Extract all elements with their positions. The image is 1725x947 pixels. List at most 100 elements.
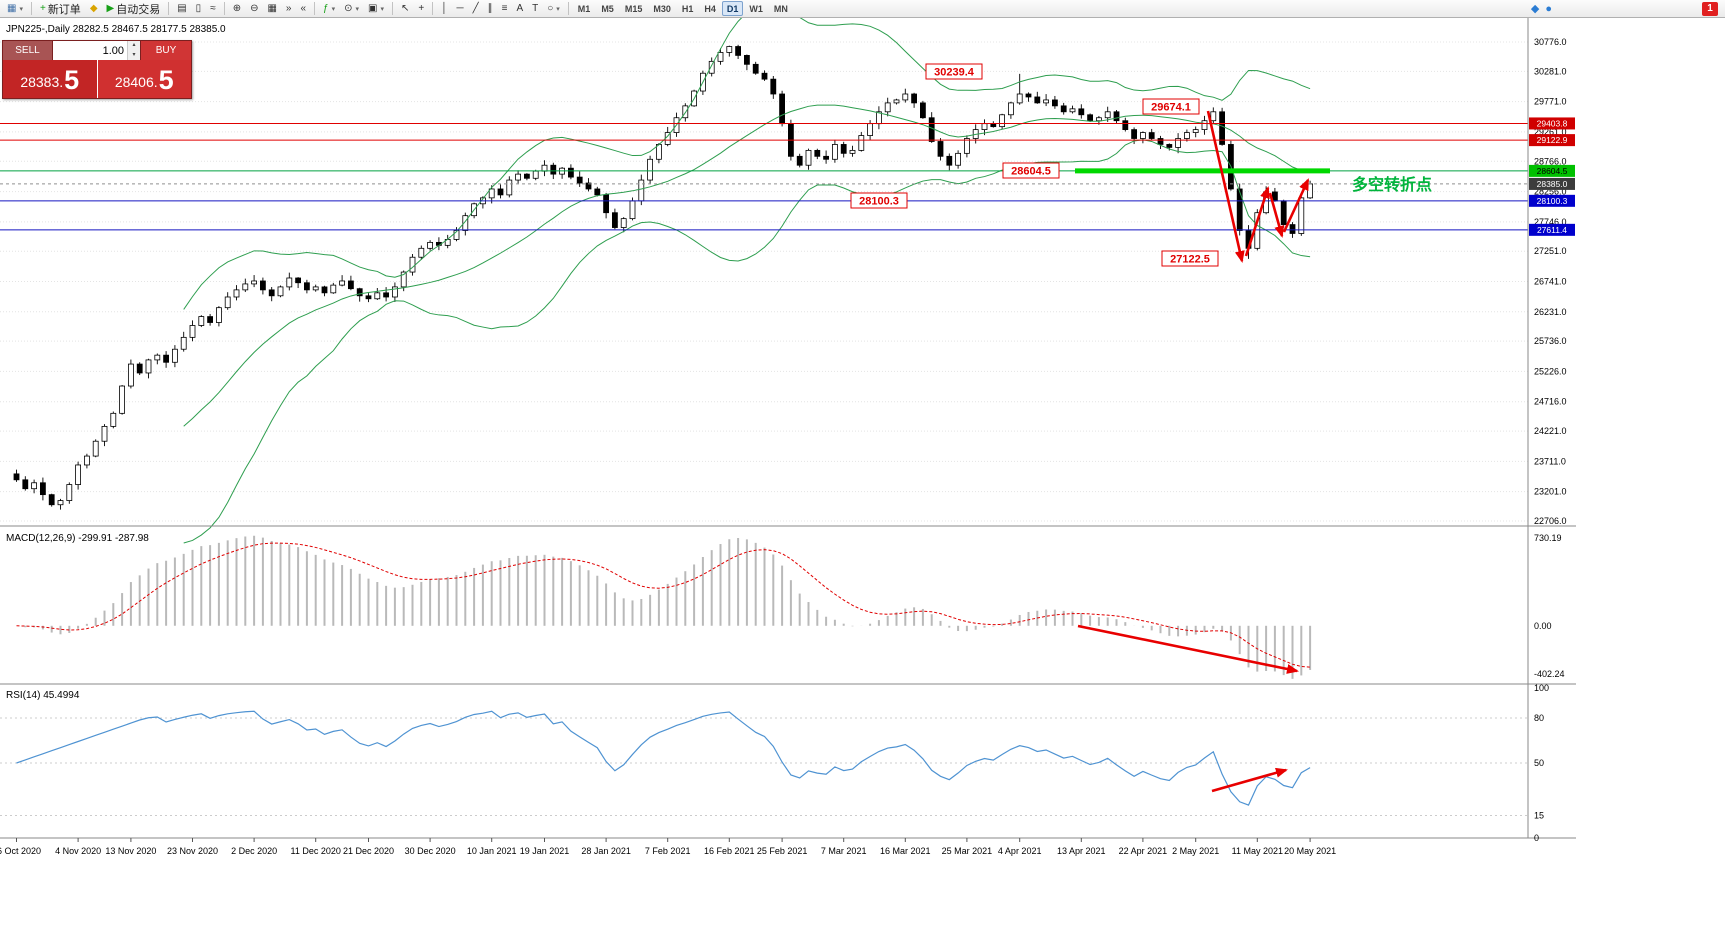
crosshair-icon: + — [418, 2, 425, 14]
timeframe-m1-button[interactable]: M1 — [577, 4, 591, 14]
svg-text:28100.3: 28100.3 — [1537, 196, 1568, 206]
annotation-box-28604.5[interactable] — [1002, 162, 1060, 179]
bar-chart-icon: ▤ — [177, 2, 187, 14]
crosshair-button[interactable]: + — [414, 1, 428, 17]
annotation-box-28100.3[interactable] — [850, 192, 908, 209]
trend-note-text[interactable]: 多空转折点 — [1352, 175, 1432, 194]
svg-text:4 Nov 2020: 4 Nov 2020 — [55, 846, 101, 856]
shapes-button[interactable]: ○ ▾ — [543, 1, 564, 17]
bar-chart-mode-button[interactable]: ▤ — [173, 1, 190, 17]
notification-badge[interactable]: 1 — [1702, 1, 1718, 16]
rsi-label: RSI(14) 45.4994 — [6, 690, 80, 701]
templates-icon: ▣ — [368, 2, 378, 14]
community-icon[interactable]: ● — [1545, 2, 1552, 15]
volume-down-icon[interactable]: ▾ — [128, 50, 140, 60]
vertical-line-button[interactable]: │ — [437, 1, 451, 17]
trendline-button[interactable]: ╱ — [469, 1, 483, 17]
svg-text:26231.0: 26231.0 — [1534, 307, 1567, 317]
tile-windows-button[interactable]: ▦ — [263, 1, 280, 17]
horizontal-lines[interactable] — [0, 122, 1528, 231]
timeframe-mn-button[interactable]: MN — [773, 4, 788, 14]
svg-text:30281.0: 30281.0 — [1534, 66, 1567, 76]
sell-button[interactable]: SELL — [3, 41, 53, 60]
macd-histogram — [24, 535, 1312, 679]
svg-text:22 Apr 2021: 22 Apr 2021 — [1119, 846, 1168, 856]
chevron-down-icon: ▾ — [19, 5, 23, 13]
channel-button[interactable]: ∥ — [484, 1, 497, 17]
price-tag-28385.0 — [1529, 177, 1575, 190]
annotation-box-29674.1[interactable] — [1142, 98, 1200, 115]
timeframe-m5-button[interactable]: M5 — [601, 4, 614, 14]
new-order-button[interactable]: + 新订单 — [36, 1, 85, 17]
price-tag-28100.3 — [1529, 194, 1575, 207]
annotation-box-30239.4[interactable] — [925, 63, 983, 80]
horizontal-line-button[interactable]: ─ — [452, 1, 467, 17]
templates-button[interactable]: ▣ ▾ — [364, 1, 388, 17]
auto-scroll-button[interactable]: » — [282, 1, 296, 17]
annotation-box-27122.5[interactable] — [1161, 250, 1219, 267]
text-label-button[interactable]: T — [528, 1, 542, 17]
trend-arrow-2[interactable] — [1244, 186, 1270, 257]
svg-text:28604.5: 28604.5 — [1537, 166, 1568, 176]
autotrading-button-label: 自动交易 — [116, 3, 161, 16]
timeframe-w1-button[interactable]: W1 — [749, 4, 763, 14]
volume-input[interactable] — [53, 41, 127, 60]
timeframe-m15-button[interactable]: M15 — [624, 4, 643, 14]
mql5-icon[interactable]: ◆ — [1530, 3, 1540, 15]
buy-price[interactable]: 28406. 5 — [97, 60, 191, 98]
tile-windows-icon: ▦ — [267, 2, 277, 14]
text-label-icon: T — [532, 2, 539, 14]
macd-trend-arrow[interactable] — [1077, 624, 1299, 674]
svg-text:730.19: 730.19 — [1534, 533, 1562, 543]
svg-text:28604.5: 28604.5 — [1011, 166, 1051, 178]
text-button[interactable]: A — [512, 1, 527, 17]
sell-price[interactable]: 28383. 5 — [3, 60, 98, 98]
svg-text:29403.8: 29403.8 — [1537, 118, 1568, 128]
chart-annotations: 30239.4 29674.1 28604.5 28100.3 27122.5 多空转折点 — [850, 63, 1432, 793]
timeframe-h1-button[interactable]: H1 — [681, 4, 694, 14]
alert-icon: ◆ — [89, 2, 98, 14]
volume-stepper: ▴ ▾ — [53, 41, 141, 60]
trend-arrow-3[interactable] — [1268, 192, 1285, 238]
svg-text:11 Dec 2020: 11 Dec 2020 — [291, 846, 341, 856]
indicators-button[interactable]: ƒ ▾ — [319, 1, 339, 17]
trend-arrow-1[interactable] — [1206, 110, 1245, 263]
svg-text:100: 100 — [1534, 683, 1549, 693]
chart-shift-button[interactable]: « — [296, 1, 310, 17]
autotrading-button[interactable]: ▶ 自动交易 — [103, 1, 165, 17]
buy-button[interactable]: BUY — [141, 41, 191, 60]
svg-text:11 May 2021: 11 May 2021 — [1232, 846, 1283, 856]
svg-text:30776.0: 30776.0 — [1534, 37, 1567, 47]
cursor-button[interactable]: ↖ — [397, 1, 413, 17]
timeframe-m30-button[interactable]: M30 — [653, 4, 671, 14]
trendline-icon: ╱ — [472, 2, 479, 14]
svg-text:0.00: 0.00 — [1534, 621, 1552, 631]
timeframe-h4-button[interactable]: H4 — [704, 4, 716, 14]
buy-price-pips: 5 — [158, 65, 174, 95]
zoom-in-button[interactable]: ⊕ — [229, 1, 245, 17]
periods-button[interactable]: ⊙ ▾ — [340, 1, 363, 17]
toolbar-separator — [392, 2, 393, 15]
svg-text:29122.9: 29122.9 — [1537, 135, 1568, 145]
svg-text:13 Apr 2021: 13 Apr 2021 — [1057, 846, 1106, 856]
alerts-button[interactable]: ◆ — [86, 1, 102, 17]
svg-text:29674.1: 29674.1 — [1151, 102, 1191, 114]
trend-arrow-4[interactable] — [1282, 178, 1310, 233]
date-axis: 26 Oct 2020 4 Nov 2020 13 Nov 2020 23 Nov 2… — [0, 838, 1336, 856]
chevron-down-icon: ▾ — [556, 5, 560, 13]
svg-text:30 Dec 2020: 30 Dec 2020 — [405, 846, 456, 856]
timeframe-d1-button[interactable]: D1 — [721, 1, 744, 16]
rsi-line — [16, 710, 1311, 806]
zoom-out-button[interactable]: ⊖ — [246, 1, 262, 17]
candle-chart-mode-button[interactable]: ▯ — [192, 1, 206, 17]
svg-text:7 Feb 2021: 7 Feb 2021 — [645, 846, 691, 856]
price-chart-canvas[interactable]: 30776.0 30281.0 29771.0 29261.0 28766.0 28256… — [0, 18, 1725, 947]
svg-text:19 Jan 2021: 19 Jan 2021 — [520, 846, 570, 856]
candles — [13, 44, 1313, 510]
fibonacci-button[interactable]: ≡ — [498, 1, 512, 17]
line-chart-mode-button[interactable]: ≈ — [206, 1, 220, 17]
volume-up-icon[interactable]: ▴ — [128, 41, 140, 51]
toolbar-right-icons: ◆ ● 1 — [1530, 1, 1722, 16]
rsi-trend-arrow[interactable] — [1211, 767, 1288, 793]
new-chart-button[interactable]: ▦ ▾ — [3, 1, 27, 17]
